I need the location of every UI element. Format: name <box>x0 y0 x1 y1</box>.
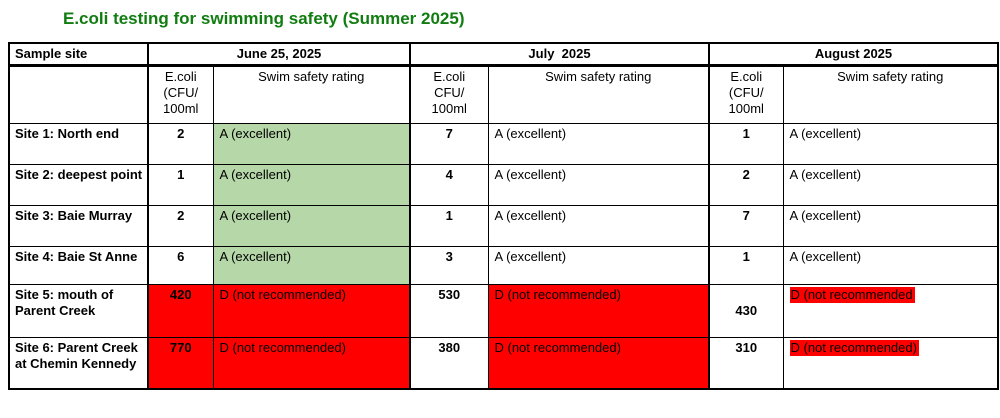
june-ecoli-subheader: E.coli (CFU/ 100ml <box>147 65 214 125</box>
table-header-row-months: Sample site June 25, 2025 July 2025 Augu… <box>8 42 999 68</box>
june-ecoli-value-cell: 6 <box>147 246 214 286</box>
site-name-cell: Site 2: deepest point <box>8 164 149 207</box>
august-ecoli-subheader: E.coli (CFU/ 100ml <box>708 65 784 125</box>
august-ecoli-value-cell: 430 <box>708 284 784 339</box>
august-ecoli-value-cell: 1 <box>708 123 784 166</box>
month-header-june: June 25, 2025 <box>147 42 411 68</box>
page-title: E.coli testing for swimming safety (Summ… <box>63 9 465 28</box>
july-rating-cell: A (excellent) <box>487 164 710 207</box>
site-name-cell: Site 5: mouth of Parent Creek <box>8 284 149 339</box>
corner-header-sample-site: Sample site <box>8 42 149 68</box>
site-name-cell: Site 3: Baie Murray <box>8 205 149 248</box>
june-ecoli-value-cell: 2 <box>147 123 214 166</box>
june-rating-cell: A (excellent) <box>212 246 411 286</box>
table-header-row-subcolumns: E.coli (CFU/ 100ml Swim safety rating E.… <box>8 65 999 125</box>
month-header-august: August 2025 <box>708 42 999 68</box>
june-rating-cell: A (excellent) <box>212 205 411 248</box>
june-rating-cell: D (not recommended) <box>212 337 411 390</box>
june-ecoli-value-cell: 420 <box>147 284 214 339</box>
august-ecoli-value-cell: 1 <box>708 246 784 286</box>
table-row-site-1: Site 1: North end 2 A (excellent) 7 A (e… <box>8 123 999 166</box>
site-name-cell: Site 1: North end <box>8 123 149 166</box>
table-row-site-4: Site 4: Baie St Anne 6 A (excellent) 3 A… <box>8 246 999 286</box>
june-ecoli-value-cell: 2 <box>147 205 214 248</box>
august-ecoli-value-cell: 310 <box>708 337 784 390</box>
august-rating-cell: A (excellent) <box>782 246 999 286</box>
august-ecoli-value-cell: 7 <box>708 205 784 248</box>
table-row-site-3: Site 3: Baie Murray 2 A (excellent) 1 A … <box>8 205 999 248</box>
table-row-site-2: Site 2: deepest point 1 A (excellent) 4 … <box>8 164 999 207</box>
june-ecoli-value-cell: 1 <box>147 164 214 207</box>
june-rating-cell: A (excellent) <box>212 164 411 207</box>
august-rating-cell: D (not recommended) <box>782 337 999 390</box>
june-rating-cell: D (not recommended) <box>212 284 411 339</box>
july-ecoli-value-cell: 380 <box>409 337 489 390</box>
july-ecoli-value-cell: 530 <box>409 284 489 339</box>
july-ecoli-value-cell: 3 <box>409 246 489 286</box>
august-rating-cell: A (excellent) <box>782 205 999 248</box>
site-name-cell: Site 4: Baie St Anne <box>8 246 149 286</box>
red-highlighted-rating-text: D (not recommended) <box>789 340 919 357</box>
july-ecoli-value-cell: 4 <box>409 164 489 207</box>
july-rating-cell: A (excellent) <box>487 205 710 248</box>
june-ecoli-value-cell: 770 <box>147 337 214 390</box>
july-rating-cell: A (excellent) <box>487 246 710 286</box>
month-header-july: July 2025 <box>409 42 710 68</box>
june-rating-cell: A (excellent) <box>212 123 411 166</box>
table-row-site-5: Site 5: mouth of Parent Creek 420 D (not… <box>8 284 999 339</box>
august-rating-cell: A (excellent) <box>782 123 999 166</box>
ecoli-testing-table: Sample site June 25, 2025 July 2025 Augu… <box>8 42 999 390</box>
july-rating-cell: D (not recommended) <box>487 284 710 339</box>
july-ecoli-subheader: E.coli CFU/ 100ml <box>409 65 489 125</box>
june-rating-subheader: Swim safety rating <box>212 65 411 125</box>
red-highlighted-rating-text: D (not recommended <box>789 287 915 304</box>
july-rating-subheader: Swim safety rating <box>487 65 710 125</box>
august-rating-subheader: Swim safety rating <box>782 65 999 125</box>
july-ecoli-value-cell: 1 <box>409 205 489 248</box>
july-rating-cell: D (not recommended) <box>487 337 710 390</box>
august-rating-cell: D (not recommended <box>782 284 999 339</box>
empty-corner-cell <box>8 65 149 125</box>
august-rating-cell: A (excellent) <box>782 164 999 207</box>
july-rating-cell: A (excellent) <box>487 123 710 166</box>
table-row-site-6: Site 6: Parent Creek at Chemin Kennedy 7… <box>8 337 999 390</box>
july-ecoli-value-cell: 7 <box>409 123 489 166</box>
august-ecoli-value-cell: 2 <box>708 164 784 207</box>
site-name-cell: Site 6: Parent Creek at Chemin Kennedy <box>8 337 149 390</box>
